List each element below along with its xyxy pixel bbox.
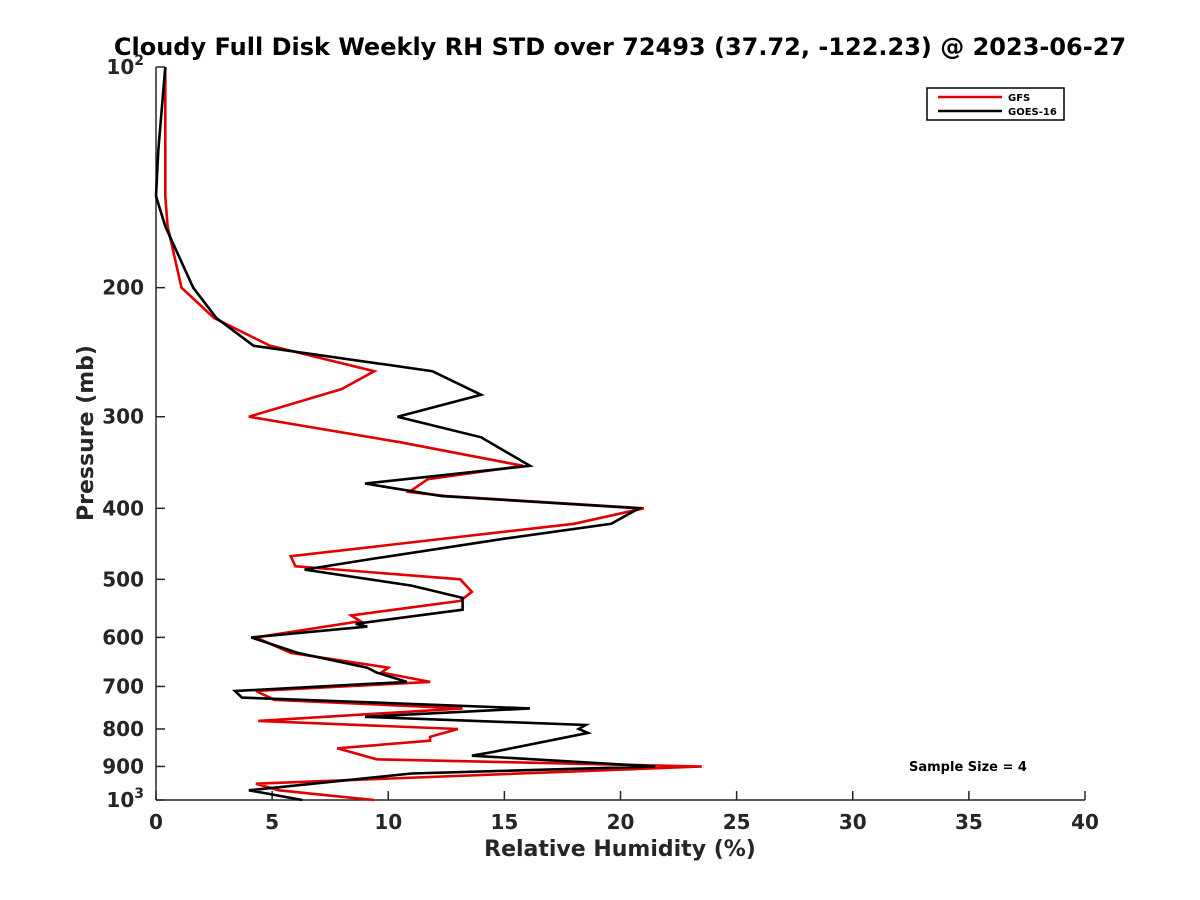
y-tick-label: 103 <box>106 786 144 812</box>
y-tick-exponent: 3 <box>134 786 144 802</box>
legend-box <box>926 87 1065 121</box>
x-tick-label: 30 <box>839 810 867 834</box>
chart-title: Cloudy Full Disk Weekly RH STD over 7249… <box>114 33 1126 61</box>
series-line-goes-16 <box>154 66 656 802</box>
y-tick-label: 500 <box>102 567 144 591</box>
y-tick-label: 900 <box>102 754 144 778</box>
y-tick-label: 102 <box>106 53 144 79</box>
series-line-gfs <box>164 67 702 802</box>
x-tick-label: 40 <box>1071 810 1099 834</box>
x-axis-label: Relative Humidity (%) <box>484 837 756 862</box>
sample-size-annotation: Sample Size = 4 <box>909 760 1027 775</box>
y-tick-label: 600 <box>102 625 144 649</box>
legend-label-goes16: GOES-16 <box>1008 107 1057 118</box>
legend-label-gfs: GFS <box>1008 93 1030 104</box>
y-tick-exponent: 2 <box>134 53 144 69</box>
y-tick-label: 800 <box>102 717 144 741</box>
plot-area: 0 5 10 15 20 25 30 35 40102200300400500600700800… <box>102 53 1099 834</box>
y-tick-label: 300 <box>102 405 144 429</box>
y-axis-label: Pressure (mb) <box>74 345 99 521</box>
x-tick-label: 20 <box>607 810 635 834</box>
y-tick-label: 700 <box>102 674 144 698</box>
x-tick-label: 25 <box>723 810 751 834</box>
legend: GFS GOES-16 <box>926 87 1065 121</box>
x-tick-label: 5 <box>265 810 279 834</box>
x-tick-label: 10 <box>374 810 402 834</box>
x-tick-label: 0 <box>149 810 163 834</box>
x-tick-label: 15 <box>490 810 518 834</box>
y-tick-base: 10 <box>106 788 134 812</box>
y-tick-base: 10 <box>106 55 134 79</box>
y-tick-label: 200 <box>102 276 144 300</box>
x-tick-label: 35 <box>955 810 983 834</box>
y-tick-label: 400 <box>102 496 144 520</box>
